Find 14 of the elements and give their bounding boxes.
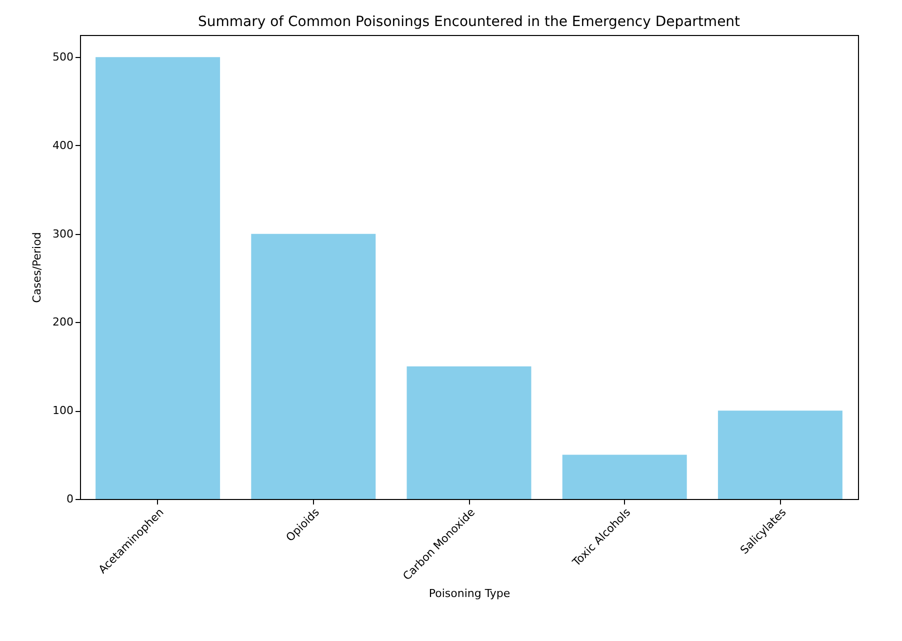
y-tick-label: 400 — [52, 138, 74, 152]
bar — [718, 410, 842, 499]
y-tick-label: 0 — [66, 492, 74, 506]
y-tick-label: 100 — [52, 404, 74, 418]
bar — [406, 366, 532, 499]
x-axis-title: Poisoning Type — [428, 587, 510, 600]
y-tick-label: 500 — [52, 50, 74, 64]
bar — [251, 234, 376, 499]
bar — [96, 57, 220, 499]
bar — [562, 454, 687, 499]
chart-title: Summary of Common Poisonings Encountered in the Emergency Department — [198, 14, 741, 30]
y-tick-label: 300 — [52, 227, 74, 240]
y-tick-label: 200 — [52, 316, 74, 329]
y-axis-title: Cases/Period — [30, 232, 44, 303]
